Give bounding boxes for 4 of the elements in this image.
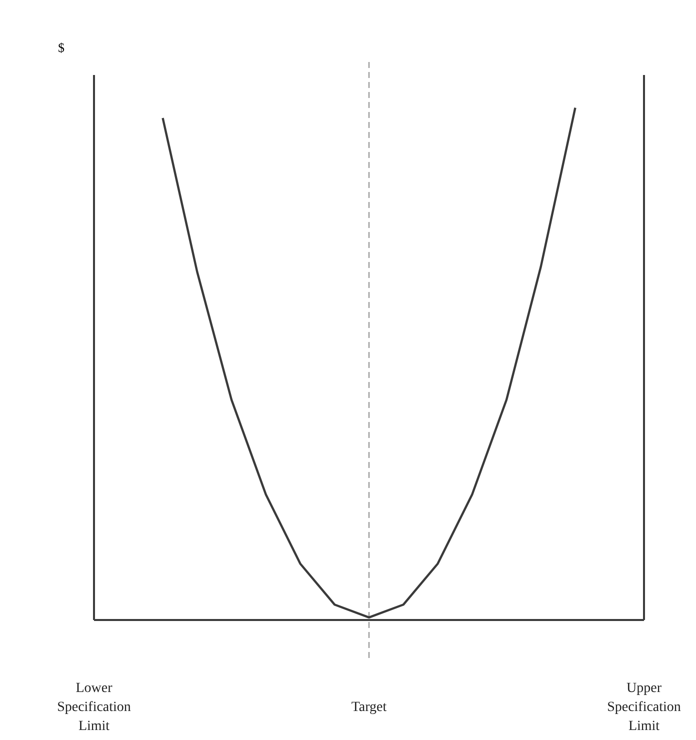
y-axis-title: $ [58,40,65,55]
x-tick-label: Upper Specification Limit [607,681,681,734]
x-tick-label: Lower Specification Limit [57,681,131,734]
x-tick-label: Target [351,700,387,715]
